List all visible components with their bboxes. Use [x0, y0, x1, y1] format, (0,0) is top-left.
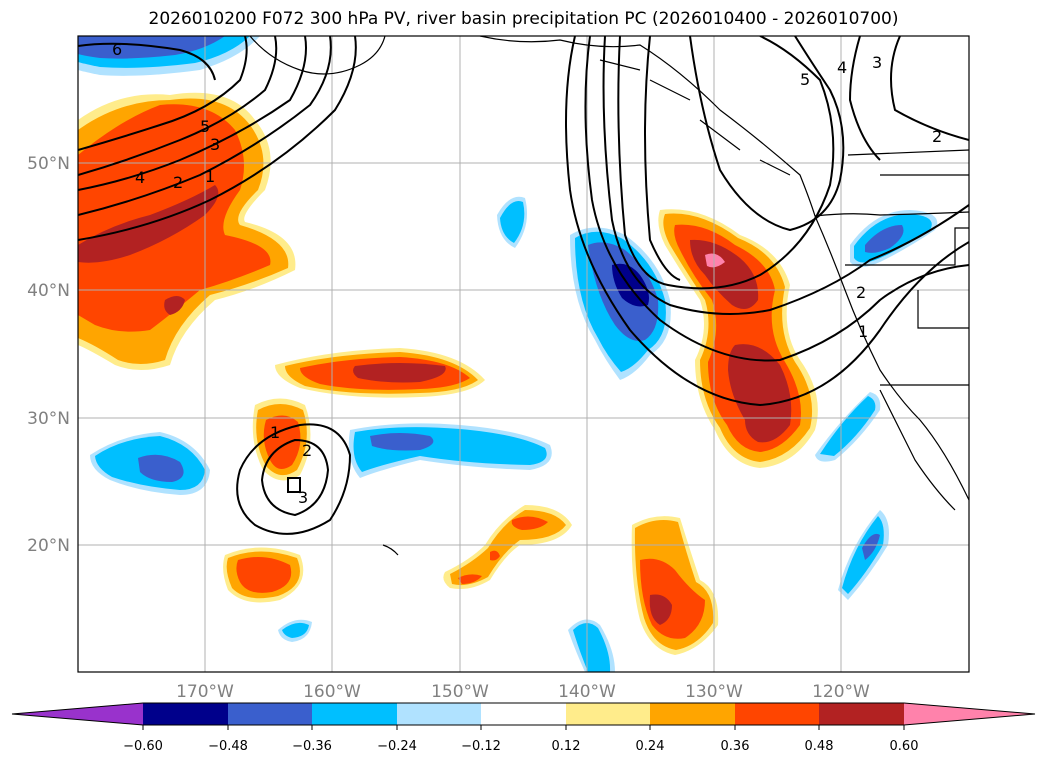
contour-label: 6: [112, 40, 122, 59]
map-title: 2026010200 F072 300 hPa PV, river basin …: [148, 9, 899, 29]
pv-contours: [78, 36, 969, 535]
colorbar-segment: [481, 703, 566, 725]
colorbar-tick-label: 0.24: [636, 739, 665, 754]
lon-label: 120°W: [812, 682, 870, 702]
colorbar-segment: [819, 703, 904, 725]
map-frame: [77, 35, 970, 673]
colorbar-tick-label: −0.24: [377, 739, 417, 754]
contour-labels: 6 5 3 4 2 1 1 2 3 5 4 3 2 2 1: [112, 40, 942, 507]
colorbar-tick-label: −0.60: [123, 739, 163, 754]
lat-label: 50°N: [27, 154, 70, 174]
colorbar-segment: [397, 703, 481, 725]
colorbar-over-arrow: [904, 703, 1035, 725]
colorbar-tick-label: −0.36: [292, 739, 332, 754]
lon-label: 160°W: [303, 682, 361, 702]
colorbar-segment: [735, 703, 819, 725]
colorbar-segment: [312, 703, 397, 725]
colorbar-tick-label: 0.12: [552, 739, 581, 754]
lat-label: 20°N: [27, 536, 70, 556]
colorbar-under-arrow: [12, 703, 143, 725]
colorbar-segment: [650, 703, 735, 725]
contour-label: 2: [856, 283, 866, 302]
contour-label: 1: [205, 167, 215, 186]
colorbar-tick-label: 0.48: [805, 739, 834, 754]
contour-label: 3: [210, 135, 220, 154]
contour-label: 2: [302, 441, 312, 460]
lon-label: 170°W: [176, 682, 234, 702]
latitude-labels: 50°N 40°N 30°N 20°N: [27, 154, 70, 556]
contour-label: 1: [858, 322, 868, 341]
lon-label: 150°W: [431, 682, 489, 702]
contour-label: 3: [872, 53, 882, 72]
colorbar-segment: [228, 703, 312, 725]
contour-label: 5: [800, 70, 810, 89]
colorbar-tick-label: 0.60: [890, 739, 919, 754]
colorbar-tick-label: 0.36: [721, 739, 750, 754]
longitude-labels: 170°W 160°W 150°W 140°W 130°W 120°W: [176, 682, 870, 702]
contour-label: 2: [932, 127, 942, 146]
colorbar-tick-label: −0.12: [461, 739, 501, 754]
colorbar-segment: [143, 703, 228, 725]
contour-label: 4: [837, 58, 847, 77]
colorbar-tick-label: −0.48: [208, 739, 248, 754]
colorbar: −0.60 −0.48 −0.36 −0.24 −0.12 0.12 0.24 …: [11, 702, 1036, 754]
colorbar-segment: [566, 703, 650, 725]
lat-label: 30°N: [27, 409, 70, 429]
lat-label: 40°N: [27, 281, 70, 301]
lon-label: 140°W: [558, 682, 616, 702]
graticule: [78, 36, 969, 672]
lon-label: 130°W: [685, 682, 743, 702]
coastlines: [249, 36, 969, 556]
contour-label: 3: [298, 488, 308, 507]
contour-label: 2: [173, 173, 183, 192]
contour-label: 1: [270, 423, 280, 442]
contour-label: 4: [135, 168, 145, 187]
contour-label: 5: [200, 117, 210, 136]
